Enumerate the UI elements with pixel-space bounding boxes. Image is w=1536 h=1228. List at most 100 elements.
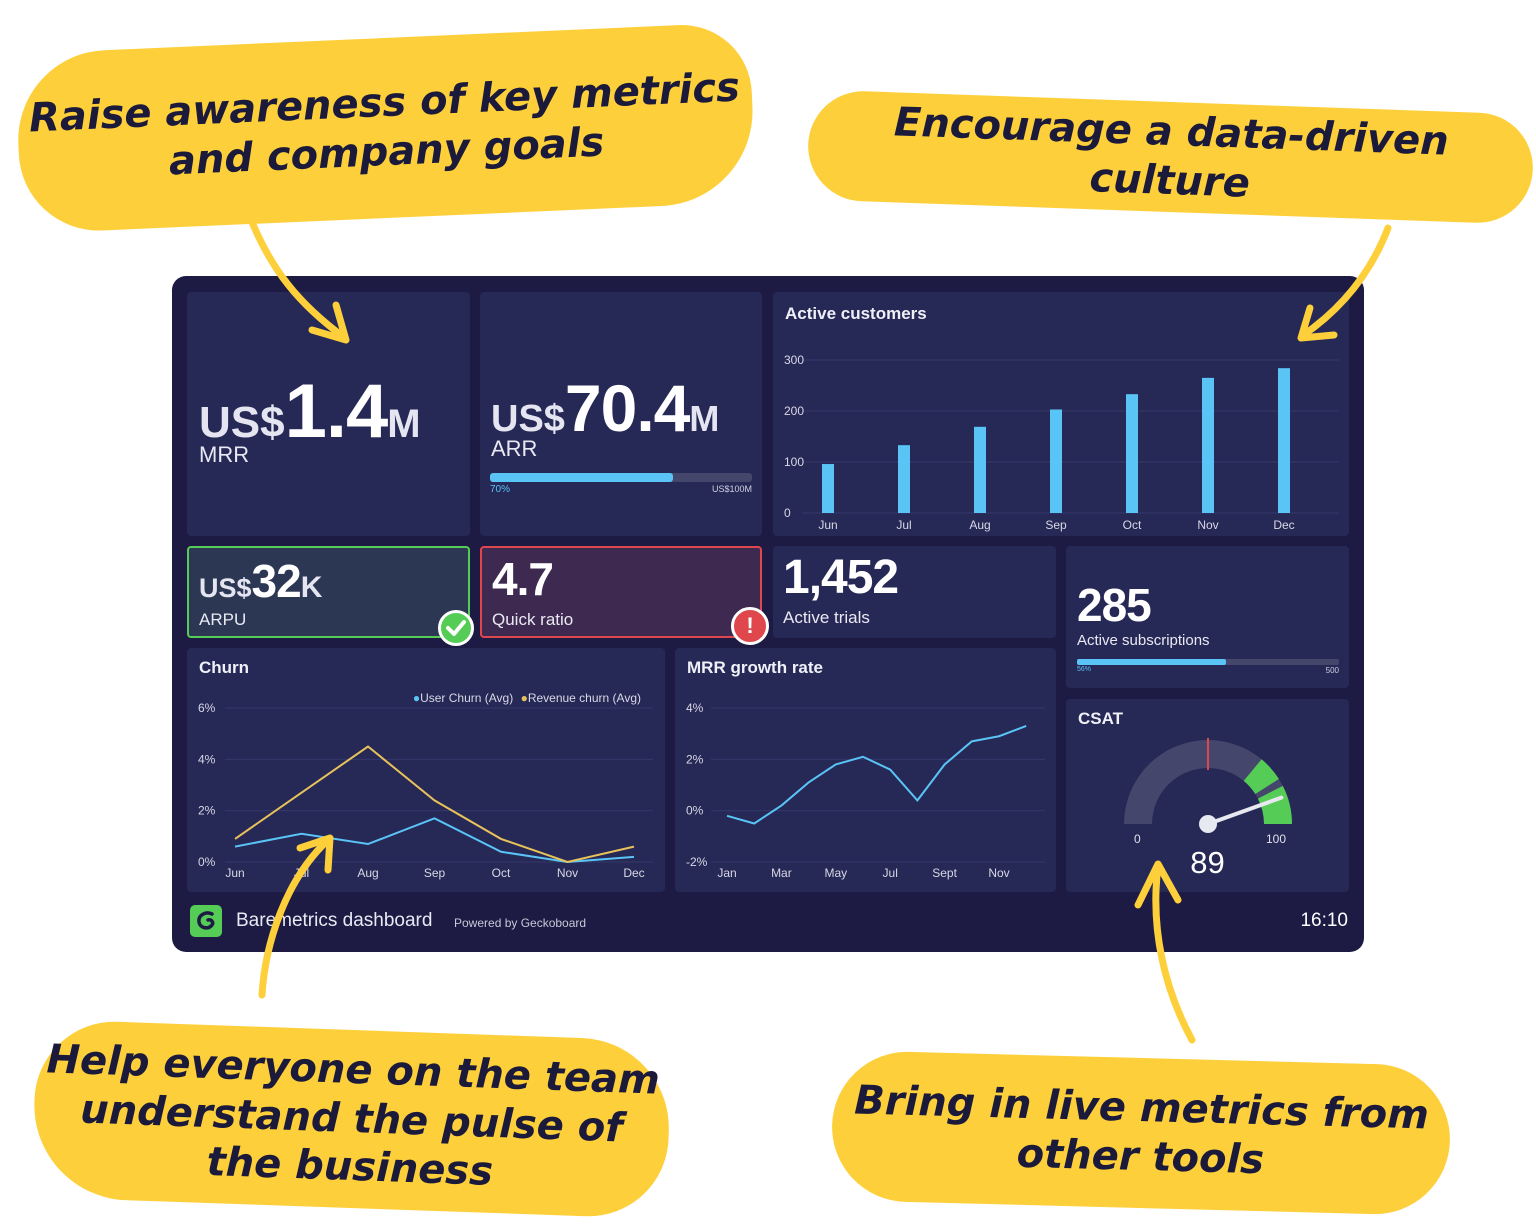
arpu-suffix: K	[300, 571, 323, 604]
x-tick-label: Aug	[357, 866, 378, 880]
mrr-suffix: M	[387, 402, 421, 446]
bar	[1126, 394, 1138, 513]
arr-card: US$70.4M ARR 70% US$100M	[480, 292, 762, 536]
x-tick-label: Sept	[932, 866, 957, 880]
alert-icon: !	[731, 607, 769, 645]
arpu-label: ARPU	[199, 610, 247, 629]
y-tick-label: 100	[784, 455, 804, 469]
y-tick-label: -2%	[686, 855, 708, 869]
gauge-good-zone	[1257, 785, 1292, 824]
series-line	[726, 725, 1027, 825]
active-customers-chart: 300 200 100 0 Jun Jul Aug Sep Oct Nov Dec	[784, 353, 1339, 532]
churn-title: Churn	[199, 658, 250, 677]
active-customers-title: Active customers	[785, 304, 927, 323]
active-customers-card: Active customers 300 200 100 0 Jun Jul Aug Sep O…	[773, 292, 1349, 536]
arr-goal-label: US$100M	[711, 484, 752, 494]
arr-currency: US$	[491, 398, 565, 440]
y-tick-label: 2%	[686, 752, 704, 766]
arr-progress-label: 70%	[490, 484, 511, 495]
x-tick-label: Jan	[717, 866, 736, 880]
x-tick-label: May	[824, 866, 847, 880]
active-subscriptions-label: Active subscriptions	[1077, 632, 1210, 649]
callout-team-pulse: Help everyone on the team understand the…	[31, 1018, 672, 1220]
csat-min-label: 0	[1134, 832, 1141, 846]
mrr-growth-chart: 4% 2% 0% -2% Jan Mar May Jul Sept Nov	[686, 701, 1045, 880]
legend-dot-user: ●	[412, 691, 421, 705]
x-tick-label: Mar	[771, 866, 792, 880]
active-trials-card: 1,452 Active trials	[773, 546, 1056, 638]
legend-dot-revenue: ●	[520, 691, 528, 705]
y-tick-label: 4%	[686, 701, 704, 715]
legend-user-churn: User Churn (Avg)	[420, 691, 514, 705]
arpu-currency: US$	[199, 573, 252, 603]
x-tick-label: Dec	[623, 866, 644, 880]
dashboard: US$1.4M MRR US$70.4M ARR 70% US$100M Act…	[172, 276, 1364, 952]
subscriptions-min-label: 56%	[1077, 666, 1092, 673]
gauge-needle	[1206, 795, 1284, 826]
gauge-track	[1124, 740, 1292, 824]
mrr-currency: US$	[199, 398, 285, 447]
mrr-card: US$1.4M MRR	[187, 292, 470, 536]
quick-ratio-label: Quick ratio	[492, 610, 574, 629]
x-tick-label: Jul	[294, 866, 309, 880]
quick-ratio-value: 4.7	[492, 553, 554, 605]
y-tick-label: 6%	[198, 701, 216, 715]
csat-card: CSAT 0 100 89	[1066, 699, 1349, 892]
bar	[898, 445, 910, 513]
powered-by: Powered by Geckoboard	[454, 916, 587, 930]
arr-value: 70.4	[564, 371, 690, 445]
active-subscriptions-value: 285	[1077, 579, 1152, 631]
x-tick-label: Oct	[1123, 518, 1142, 532]
y-tick-label: 2%	[198, 804, 216, 818]
arpu-value: 32	[251, 555, 302, 607]
active-subscriptions-card: 285 Active subscriptions 56% 500	[1066, 546, 1349, 688]
subscriptions-progress-track	[1077, 659, 1339, 665]
x-tick-label: Nov	[557, 866, 578, 880]
series-line	[234, 745, 635, 864]
bar	[1050, 409, 1062, 513]
check-icon	[438, 610, 474, 646]
active-trials-value: 1,452	[783, 551, 899, 604]
arr-label: ARR	[491, 436, 538, 461]
y-tick-label: 0	[784, 506, 791, 520]
csat-gauge	[1124, 738, 1292, 833]
arr-progress-track	[490, 473, 752, 482]
subscriptions-progress-fill	[1077, 659, 1227, 665]
arpu-card: US$32K ARPU	[187, 546, 470, 638]
y-tick-label: 0%	[198, 855, 216, 869]
callout-data-culture: Encourage a data-driven culture	[806, 89, 1535, 225]
bar	[1202, 377, 1214, 513]
arr-suffix: M	[689, 398, 720, 439]
x-tick-label: Dec	[1273, 518, 1294, 532]
x-tick-label: Nov	[1197, 518, 1218, 532]
active-trials-label: Active trials	[783, 608, 870, 627]
x-tick-label: Jul	[896, 518, 911, 532]
dashboard-title: Baremetrics dashboard	[236, 910, 433, 931]
subscriptions-max-label: 500	[1325, 666, 1339, 675]
series-line	[234, 817, 635, 864]
arr-progress-fill	[490, 473, 674, 482]
gauge-good-zone	[1243, 759, 1279, 794]
bar	[1278, 368, 1290, 513]
x-tick-label: Aug	[969, 518, 990, 532]
bar	[974, 426, 986, 513]
callout-live-metrics: Bring in live metrics from other tools	[830, 1049, 1452, 1217]
x-tick-label: Nov	[988, 866, 1009, 880]
y-tick-label: 200	[784, 404, 804, 418]
x-tick-label: Oct	[492, 866, 511, 880]
callout-awareness: Raise awareness of key metrics and compa…	[14, 22, 757, 234]
x-tick-label: Jun	[225, 866, 244, 880]
geckoboard-logo-icon	[190, 905, 222, 937]
x-tick-label: Jun	[818, 518, 837, 532]
churn-legend: ●User Churn (Avg) ●Revenue churn (Avg)	[413, 691, 641, 705]
x-tick-label: Sep	[1045, 518, 1067, 532]
mrr-value: 1.4	[284, 369, 389, 454]
churn-card: Churn ●User Churn (Avg) ●Revenue churn (…	[187, 648, 665, 892]
csat-title: CSAT	[1078, 709, 1124, 728]
bar	[822, 464, 834, 513]
clock: 16:10	[1300, 910, 1348, 931]
mrr-growth-card: MRR growth rate 4% 2% 0% -2% Jan Mar May Jul Sep…	[675, 648, 1056, 892]
x-tick-label: Jul	[883, 866, 898, 880]
mrr-label: MRR	[199, 442, 250, 467]
y-tick-label: 300	[784, 353, 804, 367]
